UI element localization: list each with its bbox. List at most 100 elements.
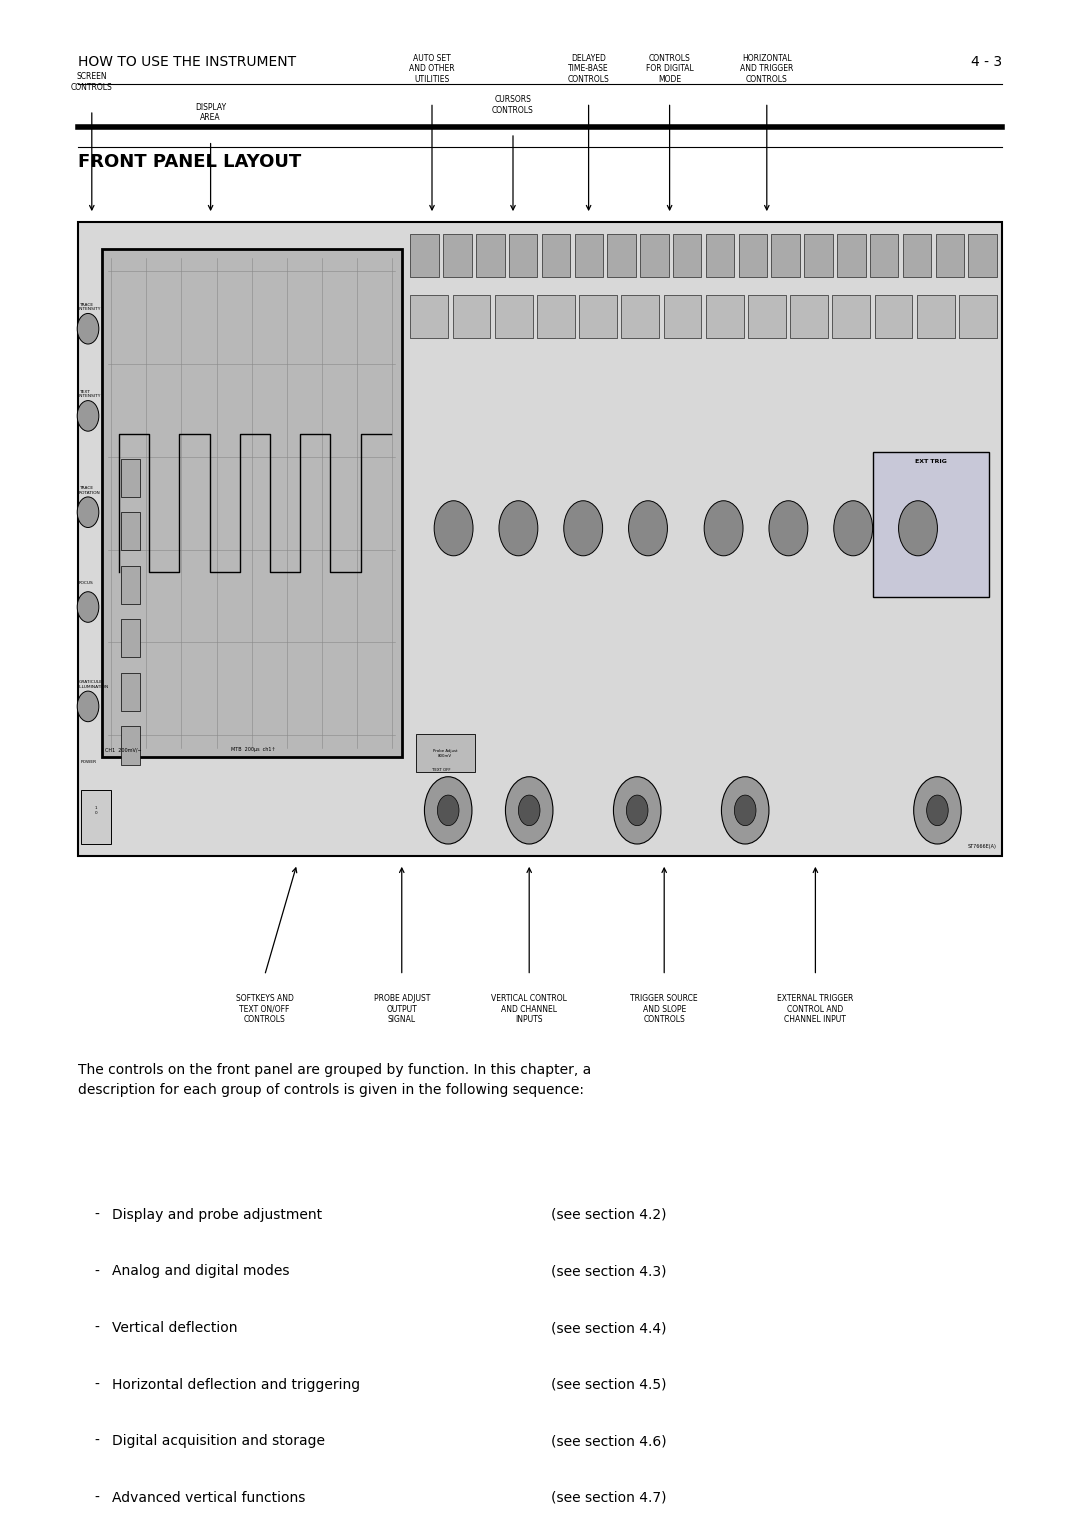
Circle shape bbox=[914, 777, 961, 844]
Text: DELAYED
TIME-BASE
CONTROLS: DELAYED TIME-BASE CONTROLS bbox=[568, 54, 609, 84]
Circle shape bbox=[769, 500, 808, 555]
Text: GRATICULE
ILLUMINATION: GRATICULE ILLUMINATION bbox=[79, 680, 109, 690]
Text: TEXT OFF: TEXT OFF bbox=[432, 768, 450, 772]
Text: MTB  200μs  ch1↑: MTB 200μs ch1↑ bbox=[231, 748, 275, 752]
Text: (see section 4.2): (see section 4.2) bbox=[551, 1208, 666, 1222]
Bar bbox=[121, 726, 140, 764]
Bar bbox=[873, 453, 989, 596]
Bar bbox=[673, 234, 702, 277]
Text: CURSORS
CONTROLS: CURSORS CONTROLS bbox=[492, 95, 534, 115]
Bar bbox=[81, 790, 111, 844]
Circle shape bbox=[564, 500, 603, 555]
Text: EXTERNAL TRIGGER
CONTROL AND
CHANNEL INPUT: EXTERNAL TRIGGER CONTROL AND CHANNEL INP… bbox=[778, 994, 853, 1024]
Text: (see section 4.4): (see section 4.4) bbox=[551, 1321, 666, 1335]
Circle shape bbox=[424, 777, 472, 844]
Text: Digital acquisition and storage: Digital acquisition and storage bbox=[112, 1434, 325, 1448]
Circle shape bbox=[704, 500, 743, 555]
Circle shape bbox=[734, 795, 756, 826]
Bar bbox=[917, 295, 955, 338]
Text: -: - bbox=[95, 1378, 99, 1391]
Circle shape bbox=[437, 795, 459, 826]
Text: (see section 4.5): (see section 4.5) bbox=[551, 1378, 666, 1391]
Circle shape bbox=[78, 691, 98, 722]
Text: TEXT
INTENSITY: TEXT INTENSITY bbox=[79, 390, 102, 399]
Text: SOFTKEYS AND
TEXT ON/OFF
CONTROLS: SOFTKEYS AND TEXT ON/OFF CONTROLS bbox=[235, 994, 294, 1024]
Circle shape bbox=[927, 795, 948, 826]
Circle shape bbox=[613, 777, 661, 844]
Text: TRACE
INTENSITY: TRACE INTENSITY bbox=[79, 303, 102, 312]
Text: POWER: POWER bbox=[81, 760, 97, 764]
Circle shape bbox=[78, 497, 98, 528]
Bar bbox=[102, 249, 402, 757]
Text: DISPLAY
AREA: DISPLAY AREA bbox=[195, 102, 226, 122]
Text: HORIZONTAL
AND TRIGGER
CONTROLS: HORIZONTAL AND TRIGGER CONTROLS bbox=[740, 54, 794, 84]
Bar bbox=[495, 295, 532, 338]
Circle shape bbox=[834, 500, 873, 555]
Bar bbox=[121, 566, 140, 604]
Text: TRACE
ROTATION: TRACE ROTATION bbox=[79, 486, 100, 495]
Text: The controls on the front panel are grouped by function. In this chapter, a
desc: The controls on the front panel are grou… bbox=[78, 1063, 591, 1098]
Bar bbox=[869, 234, 899, 277]
Circle shape bbox=[626, 795, 648, 826]
Bar bbox=[875, 295, 913, 338]
Bar bbox=[935, 234, 964, 277]
Bar bbox=[791, 295, 828, 338]
Bar bbox=[837, 234, 865, 277]
Bar bbox=[969, 234, 997, 277]
Bar bbox=[453, 295, 490, 338]
Circle shape bbox=[721, 777, 769, 844]
Text: 4 - 3: 4 - 3 bbox=[971, 55, 1002, 69]
Circle shape bbox=[629, 500, 667, 555]
Bar bbox=[579, 295, 617, 338]
Text: FRONT PANEL LAYOUT: FRONT PANEL LAYOUT bbox=[78, 153, 301, 171]
Text: PROBE ADJUST
OUTPUT
SIGNAL: PROBE ADJUST OUTPUT SIGNAL bbox=[374, 994, 430, 1024]
Text: -: - bbox=[95, 1208, 99, 1222]
Bar bbox=[121, 512, 140, 550]
Text: TRIGGER SOURCE
AND SLOPE
CONTROLS: TRIGGER SOURCE AND SLOPE CONTROLS bbox=[631, 994, 698, 1024]
Circle shape bbox=[518, 795, 540, 826]
Bar bbox=[410, 295, 448, 338]
Bar bbox=[706, 295, 744, 338]
Text: HOW TO USE THE INSTRUMENT: HOW TO USE THE INSTRUMENT bbox=[78, 55, 296, 69]
Bar bbox=[410, 234, 438, 277]
Text: Display and probe adjustment: Display and probe adjustment bbox=[112, 1208, 323, 1222]
Bar bbox=[476, 234, 504, 277]
Text: VERTICAL CONTROL
AND CHANNEL
INPUTS: VERTICAL CONTROL AND CHANNEL INPUTS bbox=[491, 994, 567, 1024]
Bar bbox=[748, 295, 786, 338]
Text: (see section 4.6): (see section 4.6) bbox=[551, 1434, 666, 1448]
Text: Vertical deflection: Vertical deflection bbox=[112, 1321, 238, 1335]
Text: 1
0: 1 0 bbox=[95, 806, 97, 815]
Bar bbox=[739, 234, 767, 277]
Bar bbox=[833, 295, 870, 338]
Text: EXT TRIG: EXT TRIG bbox=[915, 459, 947, 465]
Text: Analog and digital modes: Analog and digital modes bbox=[112, 1264, 289, 1278]
Bar bbox=[575, 234, 603, 277]
Bar bbox=[78, 222, 1002, 856]
Bar bbox=[607, 234, 636, 277]
Circle shape bbox=[505, 777, 553, 844]
Bar bbox=[509, 234, 538, 277]
Bar bbox=[537, 295, 575, 338]
Bar bbox=[121, 459, 140, 497]
Bar bbox=[542, 234, 570, 277]
Circle shape bbox=[78, 401, 98, 431]
Text: CH1  200mV/∼: CH1 200mV/∼ bbox=[105, 748, 141, 752]
Text: (see section 4.7): (see section 4.7) bbox=[551, 1491, 666, 1505]
Text: Probe Adjust
800mV: Probe Adjust 800mV bbox=[433, 749, 457, 758]
Circle shape bbox=[78, 592, 98, 622]
Text: (see section 4.3): (see section 4.3) bbox=[551, 1264, 666, 1278]
Bar bbox=[416, 734, 475, 772]
Text: FOCUS: FOCUS bbox=[79, 581, 94, 586]
Text: Horizontal deflection and triggering: Horizontal deflection and triggering bbox=[112, 1378, 361, 1391]
Circle shape bbox=[78, 313, 98, 344]
Circle shape bbox=[899, 500, 937, 555]
Text: AUTO SET
AND OTHER
UTILITIES: AUTO SET AND OTHER UTILITIES bbox=[409, 54, 455, 84]
Text: -: - bbox=[95, 1434, 99, 1448]
Text: -: - bbox=[95, 1264, 99, 1278]
Bar bbox=[621, 295, 659, 338]
Text: -: - bbox=[95, 1491, 99, 1505]
Text: CONTROLS
FOR DIGITAL
MODE: CONTROLS FOR DIGITAL MODE bbox=[646, 54, 693, 84]
Bar bbox=[771, 234, 800, 277]
Bar bbox=[663, 295, 702, 338]
Circle shape bbox=[499, 500, 538, 555]
